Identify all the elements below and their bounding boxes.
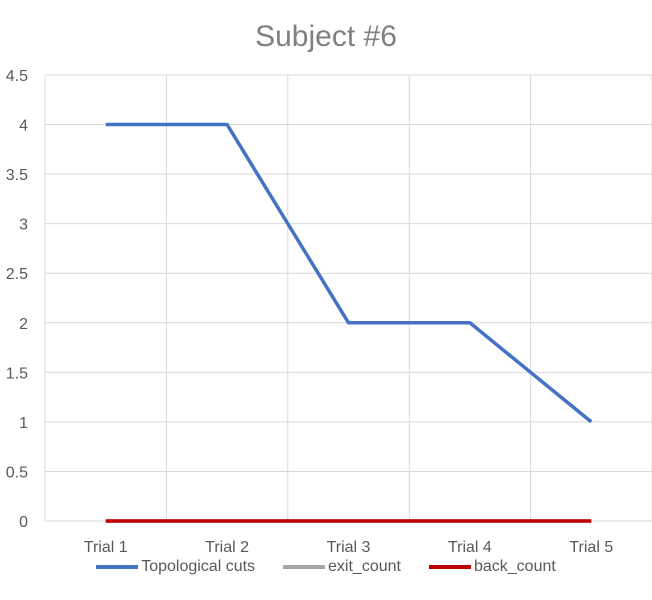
legend-label-back-count: back_count — [473, 558, 556, 575]
series-lines — [105, 122, 593, 523]
legend-item-exit-count: exit_count — [283, 558, 401, 576]
legend-item-back-count: back_count — [428, 558, 556, 576]
y-tick-label: 2 — [19, 316, 28, 333]
y-tick-label: 3 — [19, 217, 28, 234]
y-tick-label: 0 — [19, 514, 28, 531]
legend-swatch-back-count — [428, 565, 471, 569]
legend-label-topological-cuts: Topological cuts — [141, 558, 256, 575]
x-tick-label: Trial 1 — [84, 539, 128, 556]
y-tick-label: 4.5 — [6, 68, 28, 85]
y-tick-label: 4 — [19, 118, 28, 135]
y-tick-label: 3.5 — [6, 167, 28, 184]
legend-swatch-exit-count — [283, 565, 326, 569]
legend-item-topological-cuts: Topological cuts — [96, 558, 255, 576]
y-tick-label: 0.5 — [6, 464, 28, 481]
x-axis-ticks: Trial 1 Trial 2 Trial 3 Trial 4 Trial 5 — [84, 539, 614, 556]
x-tick-label: Trial 3 — [327, 539, 371, 556]
y-tick-label: 2.5 — [6, 266, 28, 283]
y-tick-label: 1 — [19, 415, 28, 432]
chart-title: Subject #6 — [255, 20, 397, 53]
legend: Topological cuts exit_count back_count — [0, 558, 652, 576]
legend-label-exit-count: exit_count — [328, 558, 401, 575]
x-tick-label: Trial 5 — [569, 539, 613, 556]
series-line-topological-cuts — [105, 122, 593, 424]
y-tick-label: 1.5 — [6, 365, 28, 382]
x-tick-label: Trial 2 — [205, 539, 249, 556]
x-tick-label: Trial 4 — [448, 539, 492, 556]
y-axis-ticks: 0 0.5 1 1.5 2 2.5 3 3.5 4 4.5 — [6, 68, 28, 531]
legend-swatch-topological-cuts — [96, 565, 139, 569]
grid-lines — [44, 74, 652, 522]
